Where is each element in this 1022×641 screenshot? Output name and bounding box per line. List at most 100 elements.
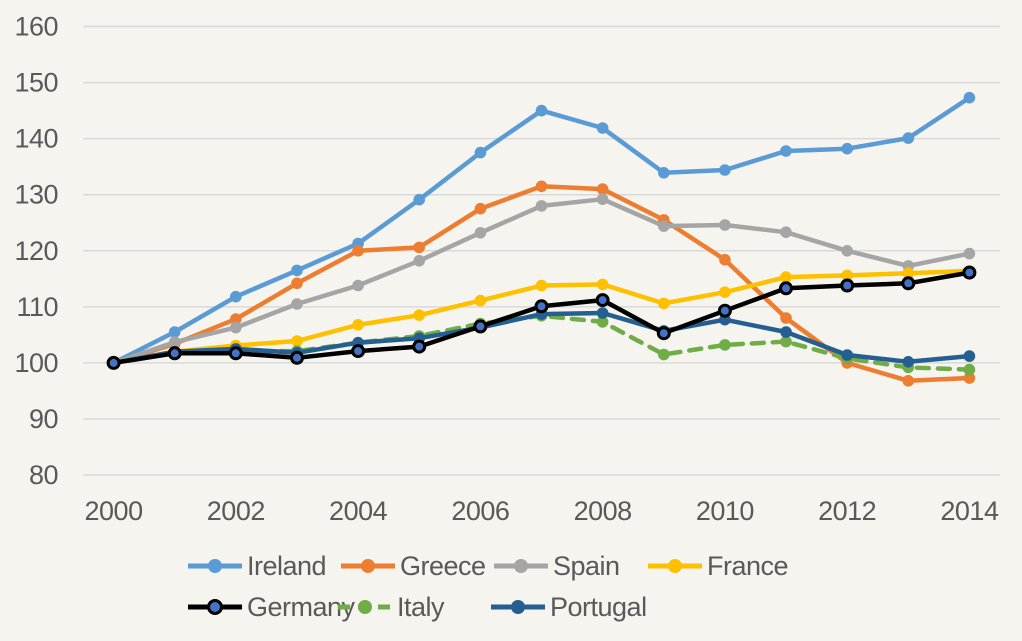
data-point-greece-2007 — [535, 180, 548, 193]
data-point-portugal-2008 — [596, 307, 609, 319]
data-point-france-2011 — [780, 271, 792, 283]
x-tick-label-2002: 2002 — [207, 496, 265, 526]
data-point-greece-2005 — [413, 241, 426, 254]
legend-item-greece: Greece — [341, 551, 486, 581]
legend-label-greece: Greece — [400, 551, 486, 581]
legend-label-france: France — [707, 551, 788, 581]
data-point-france-2012 — [841, 269, 853, 282]
data-point-germany-2012 — [840, 278, 855, 293]
x-tick-label-2004: 2004 — [329, 496, 388, 526]
data-point-france-2003 — [291, 335, 303, 347]
data-point-france-2007 — [535, 279, 548, 292]
data-point-greece-2013 — [902, 375, 915, 387]
data-point-germany-2001 — [167, 346, 182, 361]
data-point-greece-2003 — [291, 277, 303, 290]
legend: Ireland Greece Spain France Germany Italy Port… — [188, 551, 789, 622]
data-point-italy-2011 — [780, 335, 792, 348]
data-point-germany-2006 — [473, 319, 488, 334]
data-point-greece-2008 — [596, 183, 609, 195]
data-point-germany-2013 — [901, 276, 916, 291]
data-point-italy-2010 — [719, 339, 731, 351]
data-point-ireland-2011 — [780, 145, 792, 157]
data-point-germany-2010 — [717, 303, 732, 318]
data-point-spain-2004 — [352, 279, 364, 292]
data-point-germany-2005 — [412, 339, 427, 354]
data-point-spain-2006 — [474, 227, 487, 239]
data-point-germany-2000 — [106, 355, 121, 370]
data-point-spain-2008 — [596, 193, 609, 205]
data-point-ireland-2006 — [474, 146, 487, 159]
legend-label-germany: Germany — [247, 592, 356, 622]
y-tick-label-120: 120 — [14, 236, 58, 266]
legend-item-spain: Spain — [494, 551, 620, 581]
data-point-spain-2002 — [230, 321, 242, 334]
legend-marker-greece — [361, 559, 375, 573]
legend-item-portugal: Portugal — [491, 592, 647, 622]
y-tick-label-150: 150 — [14, 68, 58, 98]
data-point-spain-2014 — [963, 247, 976, 260]
data-point-spain-2012 — [841, 245, 853, 257]
x-axis-tick-labels: 2000 2002 2004 2006 2008 2010 2012 2014 — [85, 496, 1000, 526]
data-point-france-2013 — [902, 267, 915, 280]
legend-marker-italy — [358, 600, 372, 614]
data-point-greece-2004 — [352, 245, 364, 257]
data-point-germany-2008 — [595, 293, 610, 308]
legend-item-germany: Germany — [188, 592, 356, 622]
y-axis-tick-labels: 80 90 100 110 120 130 140 150 160 — [14, 12, 58, 491]
x-tick-label-2000: 2000 — [85, 496, 143, 526]
legend-label-italy: Italy — [397, 592, 445, 622]
data-point-ireland-2002 — [230, 290, 242, 303]
legend-marker-portugal — [511, 600, 525, 614]
data-point-germany-2004 — [351, 344, 366, 359]
x-tick-label-2012: 2012 — [818, 496, 876, 526]
data-point-portugal-2014 — [963, 350, 976, 362]
data-point-germany-2003 — [290, 350, 304, 365]
x-tick-label-2014: 2014 — [940, 496, 999, 526]
data-point-france-2004 — [352, 319, 364, 331]
data-point-germany-2011 — [779, 281, 793, 296]
y-tick-label-130: 130 — [14, 180, 58, 210]
legend-label-spain: Spain — [553, 551, 620, 581]
data-point-spain-2009 — [658, 220, 670, 232]
data-point-portugal-2012 — [841, 349, 853, 361]
data-point-spain-2003 — [291, 298, 303, 310]
data-point-france-2010 — [719, 286, 731, 299]
legend-marker-france — [668, 559, 682, 573]
legend-item-italy: Italy — [338, 592, 446, 622]
legend-item-france: France — [648, 551, 789, 581]
legend-marker-ireland — [208, 559, 222, 573]
data-point-germany-2002 — [228, 346, 243, 361]
series-ireland — [107, 91, 976, 369]
data-point-ireland-2010 — [719, 164, 731, 176]
y-tick-label-100: 100 — [14, 348, 58, 378]
data-point-italy-2008 — [596, 316, 609, 328]
y-tick-label-110: 110 — [16, 292, 58, 322]
data-point-france-2008 — [596, 278, 609, 291]
data-point-portugal-2013 — [902, 356, 915, 368]
data-point-ireland-2009 — [658, 167, 670, 179]
data-point-italy-2014 — [963, 363, 976, 376]
data-point-italy-2009 — [658, 348, 670, 361]
data-point-ireland-2001 — [168, 326, 181, 338]
data-point-ireland-2003 — [291, 264, 303, 277]
data-point-ireland-2007 — [535, 104, 548, 117]
data-point-ireland-2012 — [841, 142, 853, 155]
legend-marker-germany — [207, 599, 223, 615]
series-spain — [107, 193, 976, 369]
data-point-portugal-2011 — [780, 326, 792, 338]
data-point-spain-2010 — [719, 219, 731, 231]
data-point-ireland-2008 — [596, 122, 609, 134]
data-point-ireland-2013 — [902, 132, 915, 144]
y-tick-label-80: 80 — [29, 460, 58, 490]
data-point-germany-2014 — [962, 265, 977, 280]
data-point-greece-2002 — [230, 313, 242, 325]
legend-marker-spain — [514, 559, 528, 573]
gridlines — [83, 25, 1000, 476]
data-point-spain-2011 — [780, 226, 792, 238]
y-tick-label-90: 90 — [29, 404, 58, 434]
series-germany — [106, 265, 977, 370]
data-point-france-2006 — [474, 294, 487, 307]
data-point-ireland-2014 — [963, 91, 976, 104]
